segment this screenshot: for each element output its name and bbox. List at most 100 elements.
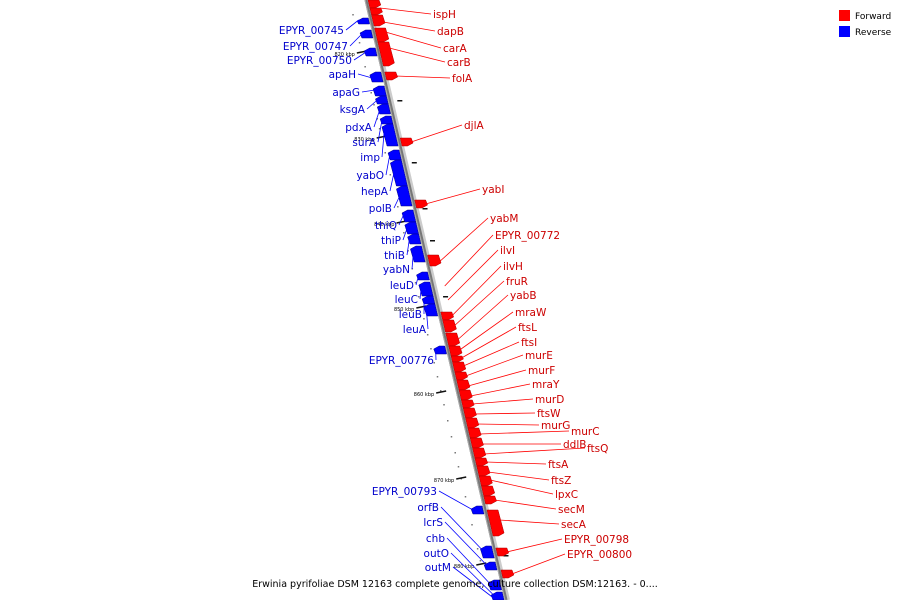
label-apag: apaG xyxy=(332,87,360,99)
map-dash xyxy=(397,100,402,102)
label-frur: fruR xyxy=(506,276,528,288)
map-dot xyxy=(364,66,366,68)
map-dot xyxy=(458,466,460,468)
map-dash xyxy=(430,240,435,242)
leader-line xyxy=(426,189,480,204)
label-seca: secA xyxy=(561,519,587,531)
leader-line xyxy=(445,235,493,286)
leader-line xyxy=(399,214,404,225)
label-apah: apaH xyxy=(329,69,356,81)
reverse-gene-pdxa xyxy=(377,104,390,114)
genome-caption: Erwinia pyrifoliae DSM 12163 complete ge… xyxy=(252,579,658,590)
reverse-gene-outo xyxy=(491,592,504,600)
label-outo: outO xyxy=(424,548,449,560)
map-dot xyxy=(480,560,482,562)
forward-gene-mraw xyxy=(451,356,463,362)
label-cara: carA xyxy=(443,43,468,55)
label-mraw: mraW xyxy=(515,307,547,319)
forward-swatch xyxy=(839,10,850,21)
label-epyr_00750: EPYR_00750 xyxy=(287,55,352,67)
label-ftsl: ftsL xyxy=(518,322,537,334)
leader-line xyxy=(403,228,407,240)
reverse-gene-leua xyxy=(424,304,438,316)
label-thip: thiP xyxy=(381,235,401,247)
map-dash xyxy=(412,162,417,164)
label-chb: chb xyxy=(426,533,445,545)
label-epyr_00793: EPYR_00793 xyxy=(372,486,437,498)
reverse-gene-apah xyxy=(370,72,383,82)
map-dot xyxy=(384,152,386,154)
label-dapb: dapB xyxy=(437,26,464,38)
leader-line xyxy=(475,413,535,414)
map-dot xyxy=(437,376,439,378)
label-ilvh: ilvH xyxy=(503,261,523,273)
leader-line xyxy=(447,538,490,584)
leader-line xyxy=(484,448,585,454)
leader-line xyxy=(499,520,559,524)
label-imp: imp xyxy=(360,152,380,164)
label-epyr_00800: EPYR_00800 xyxy=(567,549,632,561)
label-leua: leuA xyxy=(403,324,427,336)
label-ksga: ksgA xyxy=(340,104,366,116)
leader-line xyxy=(362,90,375,92)
map-dot xyxy=(451,436,453,438)
leader-line xyxy=(439,218,488,262)
forward-gene-murd xyxy=(463,408,476,418)
label-yabo: yabO xyxy=(356,170,384,182)
label-fola: folA xyxy=(452,73,473,85)
forward-legend-label: Forward xyxy=(855,12,891,22)
label-ilvi: ilvI xyxy=(500,245,515,257)
label-ftsz: ftsZ xyxy=(551,475,571,487)
map-dot xyxy=(373,104,375,106)
leader-line xyxy=(354,52,366,60)
forward-gene-ftsz xyxy=(479,476,492,486)
tick-label: 880 kbp xyxy=(454,564,474,570)
leader-line xyxy=(486,462,546,464)
forward-gene-ddlb xyxy=(473,448,486,458)
map-dot xyxy=(418,296,420,298)
reverse-gene-apag xyxy=(373,86,386,96)
leader-line xyxy=(389,48,445,62)
leader-line xyxy=(468,370,526,386)
leader-line xyxy=(452,266,501,316)
gene-labels: ispHdapBcarAcarBfolAdjlAyabIyabMEPYR_007… xyxy=(279,8,632,598)
leader-line xyxy=(396,76,450,78)
label-murd: murD xyxy=(535,394,564,406)
label-djla: djlA xyxy=(464,120,484,132)
leader-line xyxy=(472,399,533,404)
leader-line xyxy=(439,491,473,510)
leader-line xyxy=(463,342,519,366)
label-ftsq: ftsQ xyxy=(587,443,608,455)
map-dot xyxy=(403,232,405,234)
leader-line xyxy=(346,20,359,30)
map-dot xyxy=(447,420,449,422)
label-sura: surA xyxy=(352,137,376,149)
reverse-gene-epyr_00745 xyxy=(357,18,369,24)
map-dot xyxy=(443,404,445,406)
label-hepa: hepA xyxy=(361,186,389,198)
map-dot xyxy=(390,174,392,176)
map-dot xyxy=(454,452,456,454)
label-ftsa: ftsA xyxy=(548,459,569,471)
leader-line xyxy=(495,500,556,509)
leader-line xyxy=(378,120,382,142)
map-dot xyxy=(352,14,354,16)
leader-line xyxy=(512,554,565,574)
leader-line xyxy=(350,34,362,46)
reverse-legend-label: Reverse xyxy=(855,28,892,38)
label-ftsw: ftsW xyxy=(537,408,561,420)
forward-gene-murc xyxy=(470,438,483,448)
label-orfb: orfB xyxy=(417,502,439,514)
map-dot xyxy=(471,524,473,526)
map-dot xyxy=(465,496,467,498)
leader-line xyxy=(477,424,539,425)
label-lcrs: lcrS xyxy=(423,517,443,529)
label-epyr_00745: EPYR_00745 xyxy=(279,25,344,37)
leader-line xyxy=(507,539,562,552)
forward-gene-lpxc xyxy=(481,486,494,496)
leader-line xyxy=(383,22,435,31)
forward-gene-ftsw xyxy=(466,418,479,428)
label-polb: polB xyxy=(369,203,392,215)
label-outm: outM xyxy=(425,562,451,574)
